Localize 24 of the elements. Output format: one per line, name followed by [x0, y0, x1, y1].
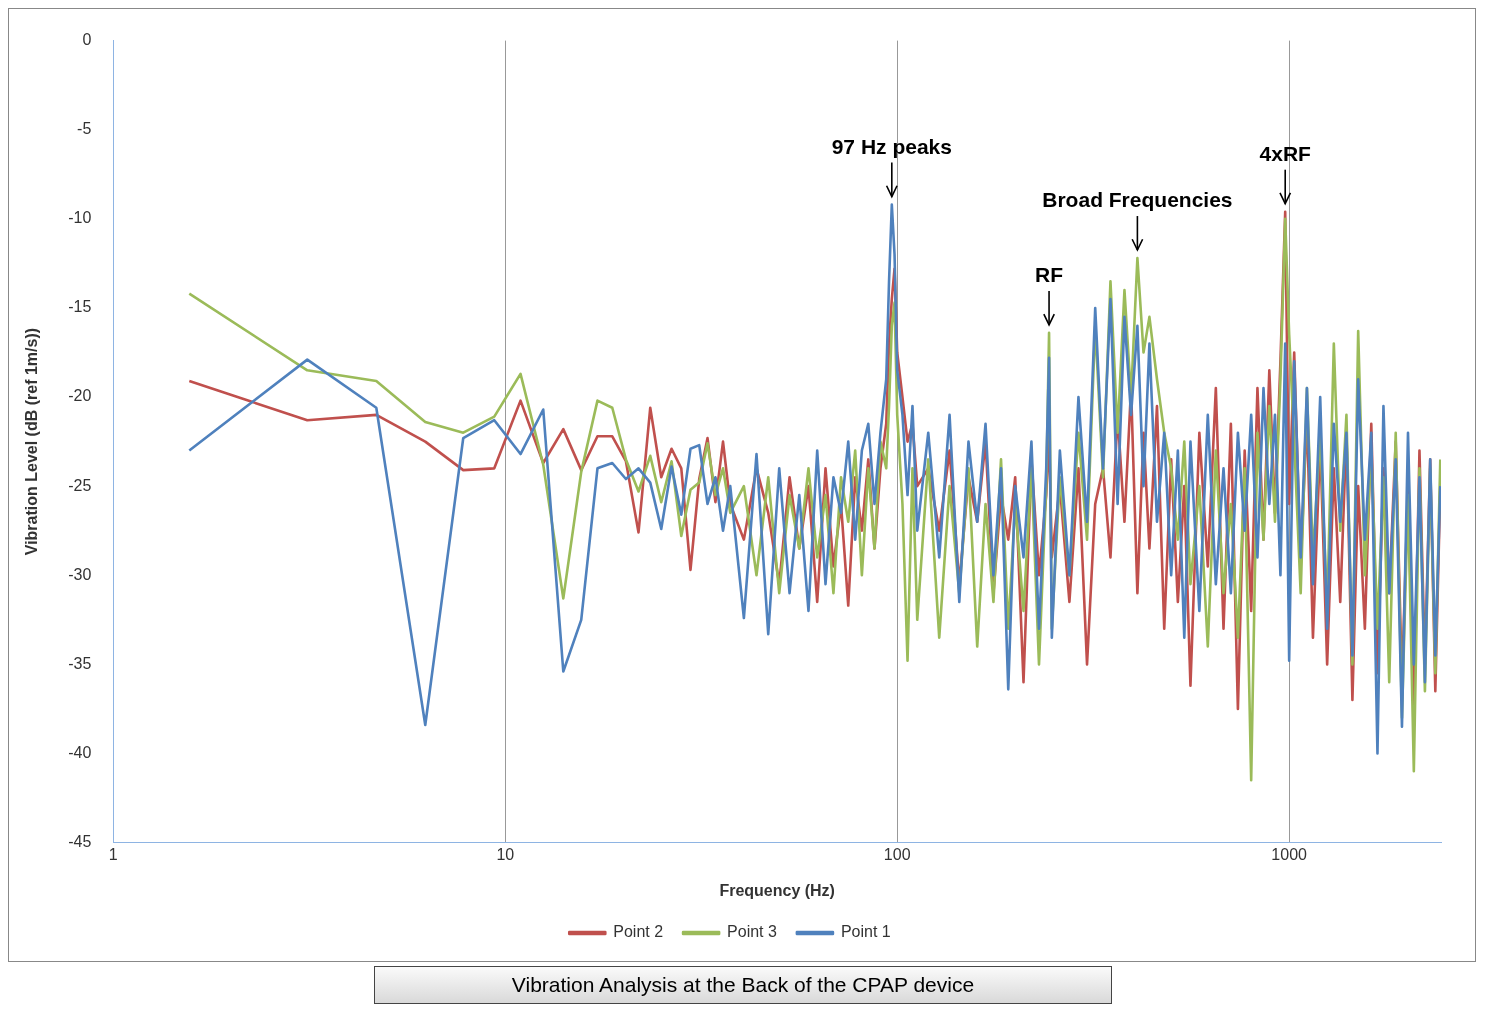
y-tick-label: 0: [82, 31, 92, 49]
y-tick-label: -20: [68, 387, 92, 405]
y-tick-label: -10: [68, 209, 92, 227]
y-tick-label: -25: [68, 476, 92, 494]
text: Vibration Analysis at the Back of the CPAP device: [374, 966, 1112, 1004]
annotation: 4xRF: [1259, 141, 1312, 165]
y-tick-label: -5: [77, 120, 92, 138]
y-tick-label: -30: [68, 565, 92, 583]
x-tick-label: 100: [883, 845, 911, 863]
x-tick-label: 10: [496, 845, 515, 863]
x-axis-title: Frequency (Hz): [719, 881, 835, 899]
legend-label: Point 2: [613, 923, 664, 941]
legend-label: Point 1: [840, 923, 891, 941]
annotation: RF: [1035, 263, 1064, 287]
legend-label: Point 3: [727, 923, 778, 941]
y-tick-label: -15: [68, 298, 92, 316]
annotation: 97 Hz peaks: [831, 134, 952, 158]
y-axis-title: Vibration Level (dB (ref 1m/s)): [23, 327, 41, 556]
x-tick-label: 1000: [1271, 845, 1308, 863]
x-tick-label: 1: [108, 845, 118, 863]
y-tick-label: -45: [68, 833, 92, 851]
annotation: Broad Frequencies: [1042, 188, 1233, 212]
y-tick-label: -35: [68, 654, 92, 672]
y-tick-label: -40: [68, 743, 92, 761]
